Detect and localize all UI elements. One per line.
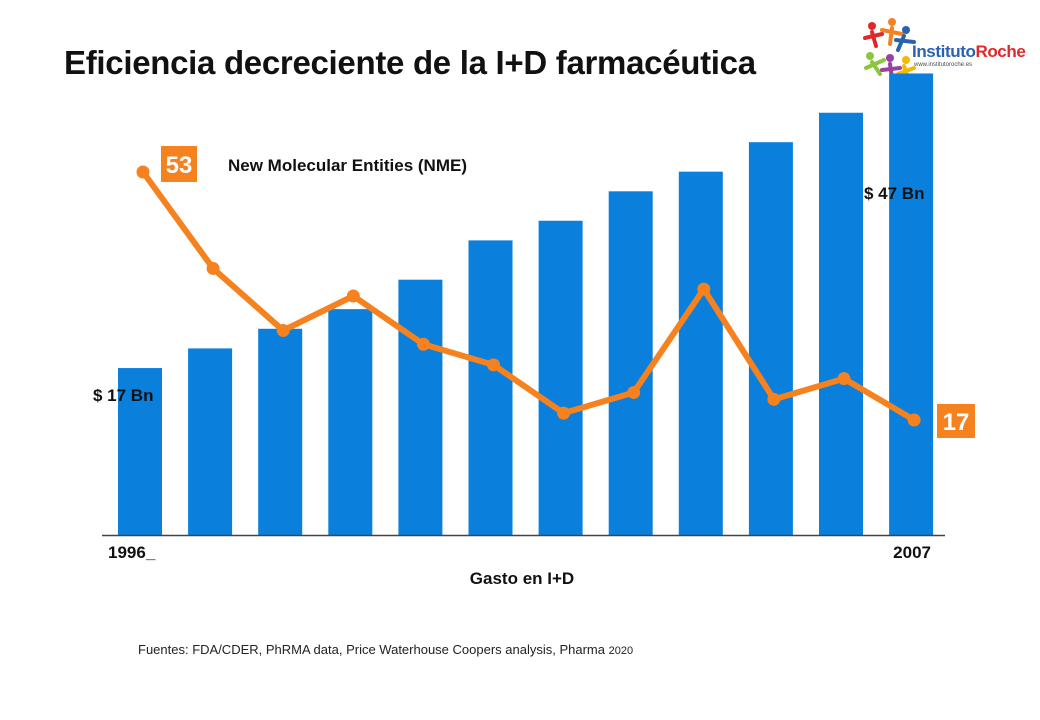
bar-1997 <box>188 348 233 535</box>
nme-first-badge <box>161 146 197 182</box>
nme-point-2001 <box>487 358 500 372</box>
bar-2005 <box>748 142 793 535</box>
bar-2001 <box>468 240 513 535</box>
bar-1999 <box>328 309 373 535</box>
bar-2003 <box>608 191 653 536</box>
nme-points <box>136 165 921 427</box>
x-tick-labels: 1996_ 2007 <box>108 543 931 562</box>
bar-2006 <box>819 112 863 536</box>
instituto-roche-logo: InstitutoRoche www.institutoroche.es <box>862 16 1032 80</box>
source-note: Fuentes: FDA/CDER, PhRMA data, Price Wat… <box>138 642 634 657</box>
x-axis-label: Gasto en I+D <box>470 569 574 588</box>
nme-point-2004 <box>697 282 711 296</box>
nme-point-2003 <box>627 385 641 399</box>
page-title: Eficiencia decreciente de la I+D farmacé… <box>64 44 756 81</box>
nme-point-2000 <box>416 337 430 351</box>
nme-last-value: 17 <box>943 409 970 436</box>
bar-series <box>118 73 934 536</box>
bar-2007 <box>889 73 934 536</box>
logo-url: www.institutoroche.es <box>914 62 973 68</box>
nme-line <box>140 170 916 423</box>
nme-point-2005 <box>767 392 781 406</box>
nme-point-1996 <box>136 165 150 179</box>
nme-point-1997 <box>206 261 220 275</box>
bar-1998 <box>258 328 303 535</box>
bar-2004 <box>678 171 723 535</box>
nme-point-2006 <box>837 372 851 386</box>
nme-point-2007 <box>907 413 921 427</box>
bar-2000 <box>398 279 443 535</box>
logo-wordmark: InstitutoRoche <box>912 42 1026 61</box>
people-logo-icon <box>863 18 916 80</box>
nme-last-badge <box>937 404 975 438</box>
nme-series-label: New Molecular Entities (NME) <box>228 156 467 175</box>
nme-point-1998 <box>276 323 290 337</box>
bar-last-label: $ 47 Bn <box>864 184 924 203</box>
x-tick-1996: 1996_ <box>108 543 156 562</box>
nme-first-value: 53 <box>166 152 193 179</box>
bar-first-label: $ 17 Bn <box>93 386 153 405</box>
bar-1996 <box>118 368 162 535</box>
nme-point-1999 <box>346 289 360 303</box>
x-tick-2007: 2007 <box>893 543 931 562</box>
nme-point-2002 <box>557 406 571 420</box>
bar-2002 <box>538 220 583 535</box>
